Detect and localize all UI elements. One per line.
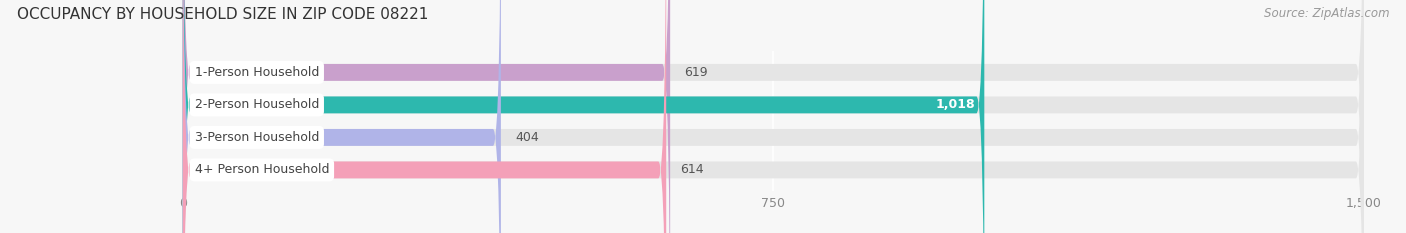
Text: 2-Person Household: 2-Person Household xyxy=(194,98,319,111)
FancyBboxPatch shape xyxy=(183,0,1364,233)
FancyBboxPatch shape xyxy=(183,0,501,233)
FancyBboxPatch shape xyxy=(183,0,1364,233)
Text: 3-Person Household: 3-Person Household xyxy=(194,131,319,144)
Text: 1,018: 1,018 xyxy=(935,98,974,111)
Text: 404: 404 xyxy=(515,131,538,144)
FancyBboxPatch shape xyxy=(183,0,666,233)
Text: 619: 619 xyxy=(685,66,709,79)
Text: Source: ZipAtlas.com: Source: ZipAtlas.com xyxy=(1264,7,1389,20)
FancyBboxPatch shape xyxy=(183,0,671,233)
FancyBboxPatch shape xyxy=(183,0,1364,233)
Text: 4+ Person Household: 4+ Person Household xyxy=(194,163,329,176)
Text: 1-Person Household: 1-Person Household xyxy=(194,66,319,79)
FancyBboxPatch shape xyxy=(183,0,984,233)
FancyBboxPatch shape xyxy=(183,0,1364,233)
Text: OCCUPANCY BY HOUSEHOLD SIZE IN ZIP CODE 08221: OCCUPANCY BY HOUSEHOLD SIZE IN ZIP CODE … xyxy=(17,7,429,22)
Text: 614: 614 xyxy=(681,163,704,176)
